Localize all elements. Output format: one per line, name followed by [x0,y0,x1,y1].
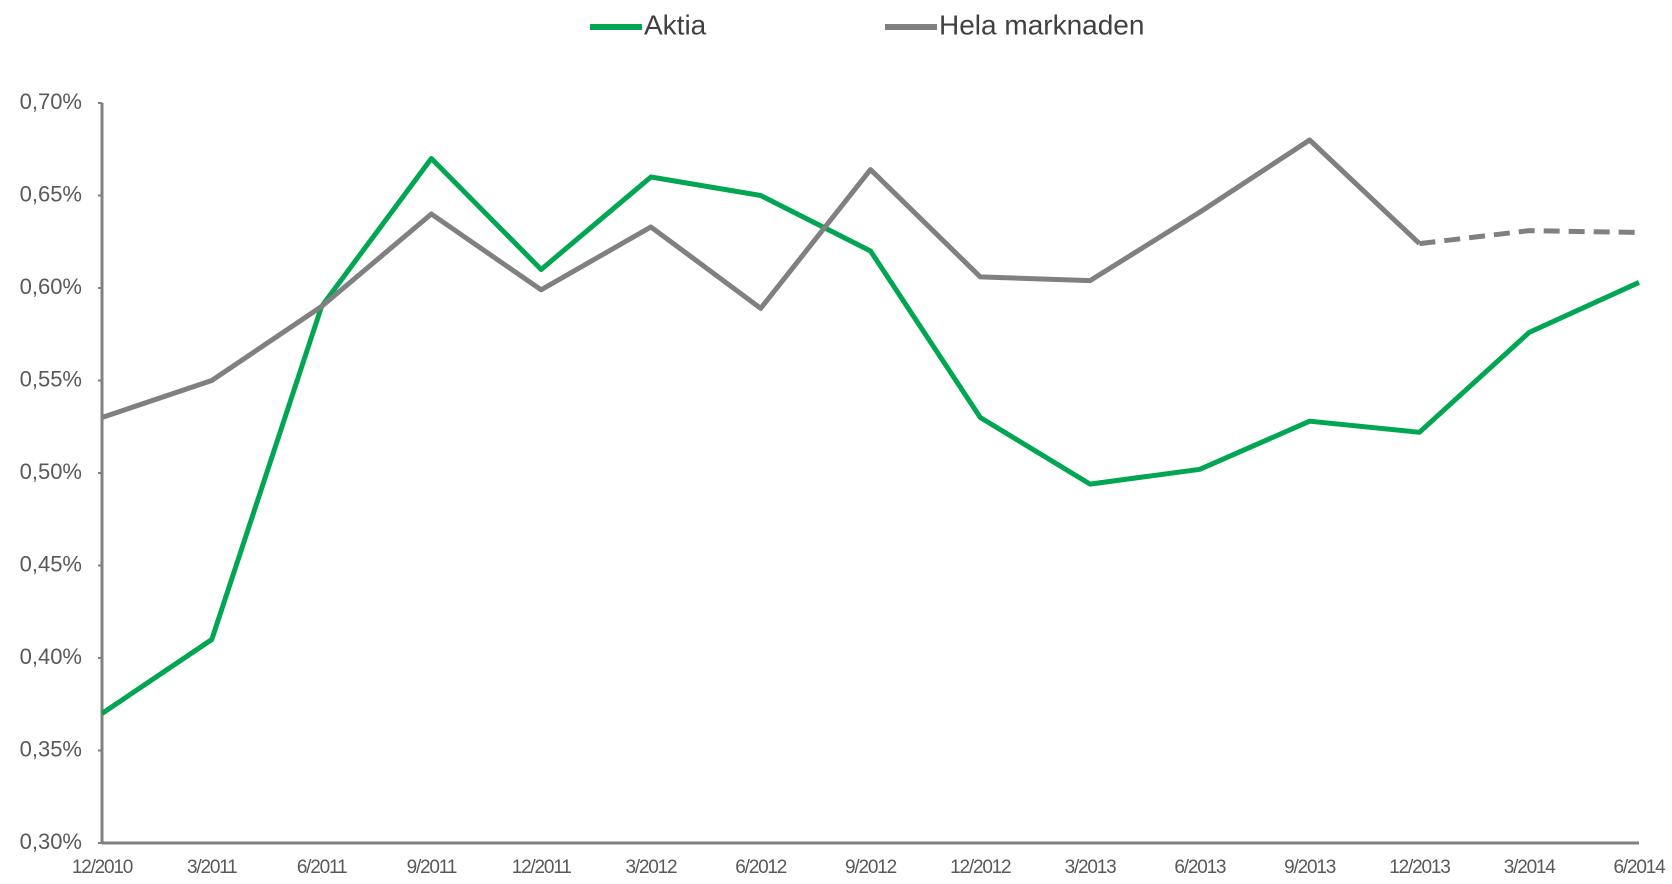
x-tick-label: 9/2013 [1284,857,1336,878]
y-tick-label: 0,70% [20,89,82,114]
x-tick-label: 12/2013 [1389,857,1450,878]
x-tick-label: 12/2010 [72,857,133,878]
y-tick-label: 0,35% [20,736,82,761]
x-tick-label: 12/2011 [512,857,572,878]
y-tick-label: 0,30% [20,829,82,854]
x-tick-label: 6/2012 [735,857,787,878]
x-tick-label: 6/2013 [1174,857,1226,878]
y-tick-label: 0,40% [20,644,82,669]
line [101,137,1422,420]
y-tick-label: 0,45% [20,551,82,576]
y-tick-label: 0,55% [20,366,82,391]
y-tick-label: 0,60% [20,274,82,299]
x-tick-label: 9/2012 [845,857,897,878]
line [100,156,1641,716]
legend-label: Hela marknaden [939,9,1144,40]
x-tick-label: 3/2012 [625,857,677,878]
x-tick-label: 6/2011 [297,857,347,878]
x-tick-label: 3/2014 [1504,857,1557,878]
line-dashed [1419,228,1640,247]
x-tick-label: 3/2013 [1065,857,1117,878]
x-tick-label: 12/2012 [950,857,1011,878]
y-tick-label: 0,50% [20,459,82,484]
x-tick-label: 6/2014 [1614,857,1667,878]
x-tick-label: 9/2011 [407,857,457,878]
legend-label: Aktia [644,9,707,40]
x-tick-label: 3/2011 [187,857,237,878]
y-tick-label: 0,65% [20,181,82,206]
